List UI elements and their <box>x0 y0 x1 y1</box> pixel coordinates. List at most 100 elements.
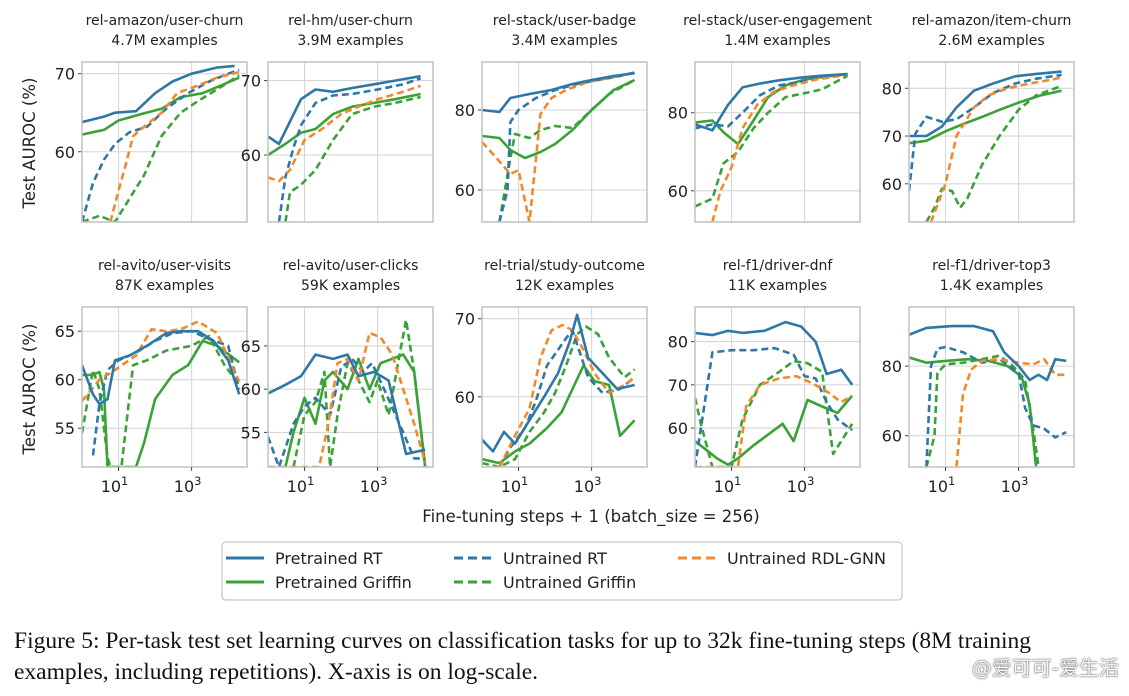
x-tick-label: 101 <box>928 474 956 496</box>
series-line-pre_rt <box>909 70 1062 138</box>
series-group <box>909 70 1063 222</box>
series-line-un_gr <box>925 354 1040 467</box>
panel-title: rel-avito/user-clicks <box>283 258 419 274</box>
panel-subtitle: 3.9M examples <box>297 33 403 49</box>
x-tick-label: 103 <box>1001 474 1029 496</box>
panel-rel-hm-user-churn: 60 70 rel-hm/user-churn 3.9M examples <box>241 13 434 223</box>
panel-title: rel-avito/user-visits <box>98 258 231 274</box>
panel-rel-amazon-user-churn: 60 70 rel-amazon/user-churn 4.7M examples <box>55 13 248 223</box>
y-tick-label: 60 <box>668 182 688 201</box>
series-line-pre_gr <box>695 394 854 467</box>
series-group <box>268 318 427 467</box>
series-line-pre_gr <box>82 339 240 467</box>
series-line-un_gr <box>695 74 849 208</box>
watermark: @爱可可-爱生活 <box>971 656 1119 680</box>
panel-frame <box>694 306 861 468</box>
y-tick-label: 60 <box>241 380 261 399</box>
series-line-pre_rt <box>268 74 421 146</box>
series-line-un_rdl <box>268 84 422 183</box>
series-line-un_rt <box>268 357 426 467</box>
legend: Pretrained RT Untrained RT Untrained RDL-G… <box>221 541 903 601</box>
panel-frame <box>267 306 434 468</box>
y-tick-label: 60 <box>455 388 475 407</box>
series-line-pre_gr <box>82 76 240 136</box>
series-line-un_rdl <box>498 323 636 467</box>
series-line-un_rdl <box>109 70 240 222</box>
panel-frame <box>481 306 648 468</box>
legend-frame <box>221 541 903 601</box>
panel-frame <box>267 61 434 223</box>
series-line-pre_gr <box>695 72 848 146</box>
series-line-pre_gr <box>482 364 636 465</box>
y-tick-label: 70 <box>455 310 475 329</box>
series-line-pre_rt <box>695 72 848 132</box>
series-line-un_gr <box>82 334 241 467</box>
series-line-pre_rt <box>82 64 235 124</box>
panel-subtitle: 3.4M examples <box>511 33 617 49</box>
y-tick-label: 60 <box>55 371 75 390</box>
x-tick-label: 103 <box>174 474 202 496</box>
panel-subtitle: 4.7M examples <box>111 33 217 49</box>
y-tick-label: 55 <box>241 423 261 442</box>
series-line-pre_rt <box>268 353 426 456</box>
legend-label-pre_rt: Pretrained RT <box>275 549 383 568</box>
x-tick-label: 101 <box>101 474 129 496</box>
panel-title: rel-amazon/item-churn <box>912 13 1072 29</box>
panel-frame <box>694 61 861 223</box>
legend-label-pre_gr: Pretrained Griffin <box>275 573 412 592</box>
series-line-pre_rt <box>909 324 1067 382</box>
y-tick-label: 65 <box>241 337 261 356</box>
y-tick-label: 80 <box>455 101 475 120</box>
legend-label-un_rdl: Untrained RDL-GNN <box>727 549 886 568</box>
y-tick-label: 60 <box>668 419 688 438</box>
legend-label-un_rt: Untrained RT <box>503 549 607 568</box>
y-tick-label: 60 <box>882 175 902 194</box>
panel-subtitle: 1.4M examples <box>724 33 830 49</box>
series-group <box>482 71 636 222</box>
y-tick-label: 70 <box>882 127 902 146</box>
panel-subtitle: 87K examples <box>115 278 214 294</box>
y-axis-label-row1: Test AUROC (%) <box>20 78 39 210</box>
series-group <box>82 64 240 222</box>
panel-title: rel-stack/user-engagement <box>683 13 872 29</box>
series-line-un_gr <box>482 325 636 467</box>
x-tick-label: 101 <box>714 474 742 496</box>
series-line-un_gr <box>498 78 636 222</box>
figure-caption: Figure 5: Per-task test set learning cur… <box>14 628 1032 685</box>
y-axis-label-row2: Test AUROC (%) <box>20 324 39 456</box>
panel-title: rel-hm/user-churn <box>288 13 413 29</box>
panel-frame <box>481 61 648 223</box>
legend-label-un_gr: Untrained Griffin <box>503 573 636 592</box>
panel-title: rel-f1/driver-top3 <box>932 258 1051 274</box>
panel-subtitle: 11K examples <box>728 278 827 294</box>
series-line-un_rdl <box>711 73 848 222</box>
panel-rel-avito-user-visits: 55 60 65 rel-avito/user-visits 87K examples 1… <box>55 258 248 496</box>
panel-frame <box>908 61 1075 223</box>
x-tick-label: 103 <box>360 474 388 496</box>
y-tick-label: 70 <box>55 65 75 84</box>
panel-title: rel-f1/driver-dnf <box>723 258 834 274</box>
y-tick-label: 65 <box>55 322 75 341</box>
series-line-un_rdl <box>82 320 241 402</box>
panel-subtitle: 59K examples <box>301 278 400 294</box>
series-line-un_rt <box>695 346 853 467</box>
series-line-pre_rt <box>695 320 854 386</box>
series-line-un_rt <box>909 73 1062 192</box>
y-tick-label: 60 <box>55 143 75 162</box>
series-group <box>82 320 241 467</box>
series-line-pre_rt <box>482 71 635 114</box>
panel-rel-trial-study-outcome: 60 70 rel-trial/study-outcome 12K examples 1… <box>455 258 648 496</box>
series-line-un_rdl <box>268 331 427 467</box>
x-tick-label: 103 <box>787 474 815 496</box>
series-line-un_gr <box>82 74 240 222</box>
panel-rel-stack-user-badge: 60 80 rel-stack/user-badge 3.4M examples <box>455 13 648 223</box>
series-line-pre_gr <box>268 92 421 157</box>
series-group <box>482 313 636 467</box>
y-tick-label: 80 <box>882 79 902 98</box>
x-axis-label: Fine-tuning steps + 1 (batch_size = 256) <box>422 507 759 527</box>
y-tick-label: 80 <box>668 333 688 352</box>
series-line-un_rdl <box>929 76 1062 222</box>
series-line-pre_rt <box>482 313 635 453</box>
y-tick-label: 80 <box>668 104 688 123</box>
